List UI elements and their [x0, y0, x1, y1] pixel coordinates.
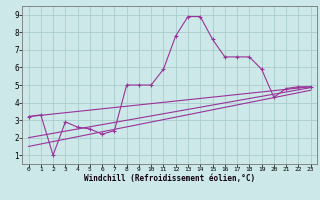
- X-axis label: Windchill (Refroidissement éolien,°C): Windchill (Refroidissement éolien,°C): [84, 174, 255, 183]
